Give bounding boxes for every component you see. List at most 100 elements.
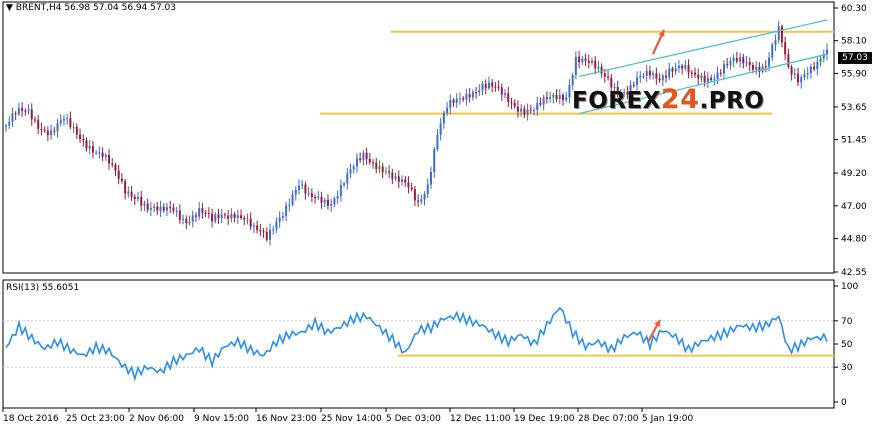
candle-body: [568, 85, 571, 98]
candle-body: [487, 82, 490, 89]
candle-body: [91, 146, 94, 153]
candle-body: [471, 92, 474, 98]
candle-body: [423, 194, 426, 200]
candle-body: [127, 191, 130, 194]
candle-body: [88, 146, 91, 149]
rsi-y-tick-label: 0: [841, 398, 847, 408]
candle-body: [665, 75, 668, 78]
price-y-tick-label: 58.10: [841, 37, 867, 47]
candle-body: [336, 196, 339, 199]
candle-body: [66, 117, 69, 120]
rsi-y-tick-label: 100: [841, 282, 858, 292]
candle-body: [758, 66, 761, 72]
candle-body: [639, 75, 642, 78]
candle-body: [439, 123, 442, 135]
candle-body: [252, 225, 255, 227]
candle-body: [188, 221, 191, 224]
candle-body: [722, 64, 725, 74]
candle-body: [143, 203, 146, 206]
candle-body: [533, 110, 536, 112]
candle-body: [504, 93, 507, 95]
candle-body: [8, 121, 11, 126]
candle-body: [130, 191, 133, 197]
candle-body: [529, 109, 532, 111]
candle-body: [558, 94, 561, 100]
candle-body: [797, 73, 800, 83]
candle-body: [771, 44, 774, 58]
rsi-up-arrow-icon: [647, 319, 661, 343]
candle-body: [442, 112, 445, 124]
candle-body: [317, 196, 320, 198]
symbol-header: ▼ BRENT,H4 56.98 57.04 56.94 57.03: [6, 3, 176, 13]
candle-body: [671, 68, 674, 72]
candle-body: [455, 98, 458, 103]
candle-body: [745, 62, 748, 64]
price-y-tick-label: 51.45: [841, 136, 867, 146]
candle-body: [648, 70, 651, 76]
candle-body: [526, 109, 529, 115]
candle-body: [793, 73, 796, 75]
price-y-tick-label: 49.20: [841, 169, 867, 179]
channel-upper-line: [578, 19, 828, 78]
candle-body: [768, 57, 771, 67]
candle-body: [307, 193, 310, 195]
price-y-tick-label: 60.30: [841, 4, 867, 14]
candle-body: [500, 87, 503, 95]
candle-body: [735, 57, 738, 62]
candle-body: [555, 94, 558, 100]
candle-body: [729, 61, 732, 66]
candle-body: [62, 119, 65, 121]
candle-body: [82, 138, 85, 141]
candle-body: [764, 66, 767, 68]
x-tick-label: 19 Dec 19:00: [514, 414, 575, 424]
candle-body: [194, 215, 197, 217]
candle-body: [413, 189, 416, 201]
candle-body: [388, 171, 391, 173]
candle-body: [24, 110, 27, 112]
candle-body: [249, 218, 252, 227]
candle-body: [310, 193, 313, 198]
candle-body: [674, 68, 677, 72]
candle-body: [375, 162, 378, 170]
candle-body: [594, 60, 597, 69]
candle-body: [214, 214, 217, 222]
candle-body: [211, 213, 214, 222]
candle-body: [159, 206, 162, 211]
candle-body: [27, 109, 30, 111]
candle-body: [339, 185, 342, 197]
candle-body: [658, 78, 661, 81]
candle-body: [481, 83, 484, 91]
candle-body: [742, 57, 745, 64]
candle-body: [75, 126, 78, 135]
candle-body: [362, 152, 365, 161]
candle-body: [114, 164, 117, 171]
candle-body: [137, 197, 140, 199]
candle-body: [613, 86, 616, 88]
candle-body: [478, 90, 481, 93]
candle-body: [259, 229, 262, 232]
candle-body: [661, 75, 664, 81]
candle-body: [539, 102, 542, 105]
candle-body: [37, 119, 40, 129]
rsi-panel-frame: [2, 279, 835, 409]
dropdown-triangle-icon[interactable]: ▼: [6, 3, 13, 13]
candle-body: [56, 123, 59, 132]
candle-body: [17, 108, 20, 115]
candle-body: [629, 84, 632, 95]
candle-body: [323, 199, 326, 203]
candle-body: [826, 49, 828, 55]
candle-body: [111, 163, 114, 165]
candle-body: [46, 130, 49, 136]
candle-body: [381, 166, 384, 173]
candle-body: [162, 206, 165, 211]
candle-body: [98, 152, 101, 154]
candle-body: [565, 97, 568, 101]
candle-body: [507, 93, 510, 102]
candle-body: [436, 134, 439, 150]
rsi-label: RSI(13) 55.6051: [6, 283, 80, 293]
x-tick-label: 5 Jan 19:00: [642, 414, 694, 424]
candle-body: [790, 66, 793, 75]
candle-body: [165, 207, 168, 211]
